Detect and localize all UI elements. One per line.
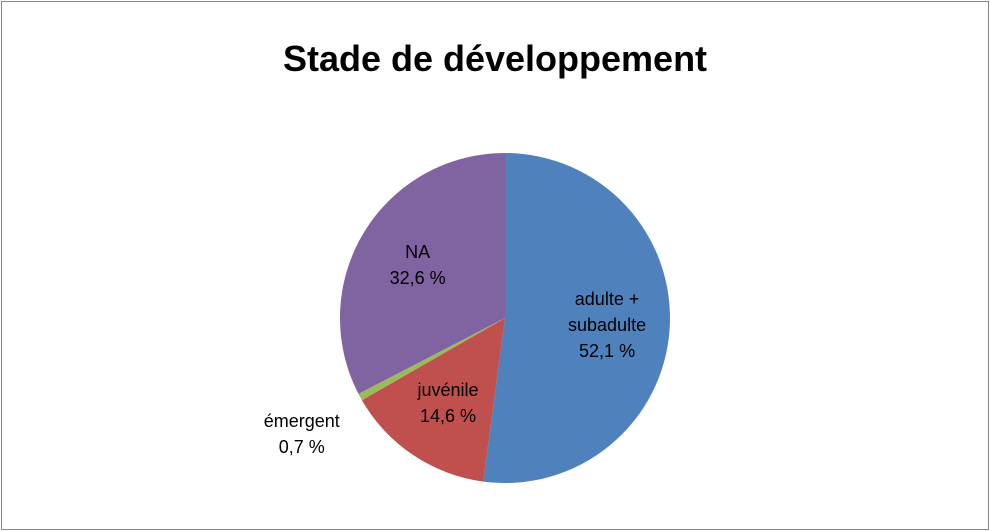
value-label: 0,7 % — [278, 437, 325, 458]
category-label: juvénile — [417, 379, 479, 400]
value-label: 32,6 % — [389, 267, 446, 288]
pie-slice — [358, 318, 505, 401]
slice-label: NA 32,6 % — [363, 239, 473, 291]
slice-label: juvénile 14,6 % — [393, 377, 503, 429]
chart-title: Stade de développement — [282, 38, 708, 79]
pie-slice — [361, 318, 505, 482]
slice-label: émergent 0,7 % — [247, 408, 357, 460]
slice-label: adulte + subadulte 52,1 % — [552, 286, 662, 364]
value-label: 14,6 % — [420, 405, 477, 426]
pie-slice — [340, 153, 505, 394]
category-label: adulte + subadulte — [568, 288, 647, 335]
value-label: 52,1 % — [579, 340, 636, 361]
category-label: émergent — [263, 411, 340, 432]
category-label: NA — [405, 241, 431, 262]
pie-slice — [483, 153, 671, 483]
